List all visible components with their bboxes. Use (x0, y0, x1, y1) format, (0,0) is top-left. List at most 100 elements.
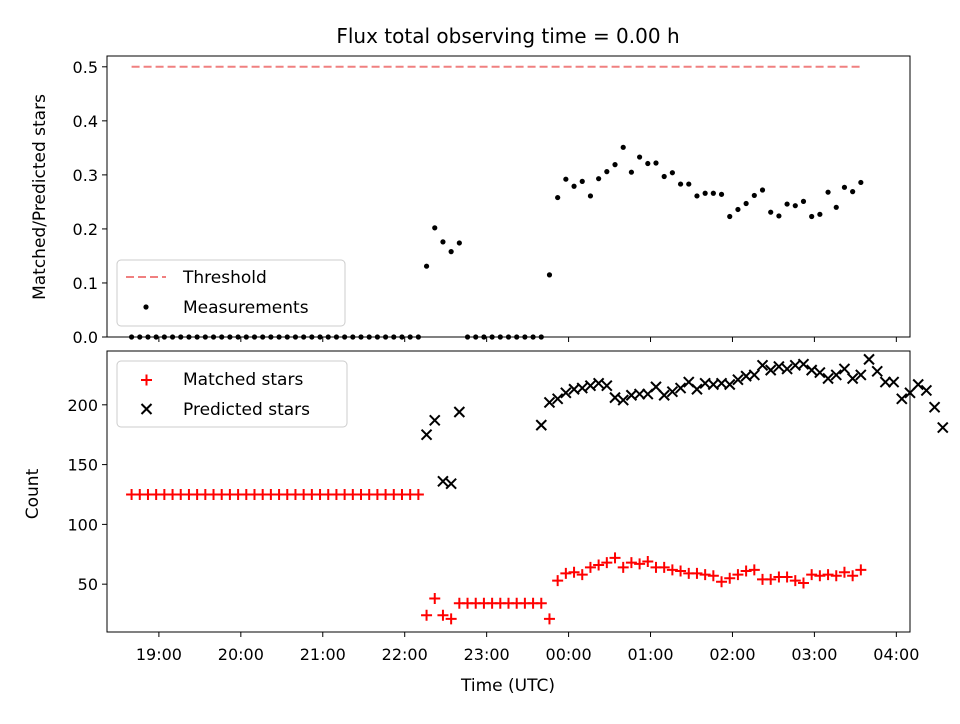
matched-star-point (781, 571, 793, 583)
matched-star-point (699, 569, 711, 581)
predicted-star-point (666, 385, 679, 398)
predicted-star-point (822, 372, 834, 385)
legend-predicted-label: Predicted stars (183, 400, 310, 420)
matched-star-point (445, 613, 457, 625)
measurement-point (686, 181, 692, 187)
measurement-point (858, 179, 864, 186)
predicted-star-point (920, 384, 933, 397)
matched-star-point (666, 564, 678, 576)
measurement-point (784, 201, 790, 207)
predicted-star-point (912, 378, 924, 391)
x-tick-label: 21:00 (300, 645, 346, 664)
x-tick-label: 04:00 (873, 645, 919, 664)
top-legend: Threshold Measurements (116, 259, 346, 327)
matched-star-point (429, 593, 441, 605)
matched-star-point (716, 576, 728, 588)
measurement-point (448, 249, 454, 255)
chart-title: Flux total observing time = 0.00 h (336, 24, 679, 48)
matched-star-point (421, 609, 433, 621)
x-tick-label: 01:00 (627, 645, 673, 664)
bottom-y-tick-label: 150 (67, 456, 98, 475)
bottom-y-tick-label: 50 (78, 575, 98, 594)
measurement-point (825, 189, 831, 195)
predicted-star-point (756, 359, 769, 372)
legend-box (116, 360, 348, 428)
predicted-star-point (592, 377, 605, 389)
x-tick-label: 00:00 (546, 645, 592, 664)
measurement-point (620, 144, 626, 150)
predicted-star-point (797, 358, 810, 370)
predicted-star-point (609, 391, 621, 404)
measurement-point (850, 189, 856, 195)
measurement-point (800, 198, 807, 204)
matched-star-point (838, 566, 850, 578)
legend-matched-swatch (141, 374, 152, 386)
top-y-tick-label: 0.0 (73, 328, 98, 347)
matched-star-point (560, 567, 572, 579)
predicted-star-point (724, 378, 736, 391)
matched-star-point (814, 570, 826, 582)
bottom-axes-frame (106, 350, 911, 633)
predicted-star-point (896, 393, 908, 405)
matched-star-point (437, 609, 449, 621)
x-tick-label: 20:00 (218, 645, 264, 664)
measurement-point (710, 190, 716, 196)
bottom-legend: Matched stars Predicted stars (116, 360, 348, 428)
matched-star-point (822, 569, 834, 581)
measurement-point (563, 176, 569, 182)
predicted-star-point (814, 366, 826, 379)
top-y-axis-label: Matched/Predicted stars (30, 94, 50, 300)
matched-star-point (707, 570, 719, 582)
bottom-y-tick-label: 100 (67, 515, 98, 534)
matched-star-point (584, 561, 596, 573)
measurement-point (792, 203, 798, 209)
predicted-star-point (429, 414, 441, 427)
predicted-star-point (830, 369, 842, 381)
predicted-star-point (846, 372, 859, 385)
measurement-point (751, 192, 757, 199)
matched-star-point (593, 559, 605, 571)
measurement-point (596, 176, 602, 182)
legend-box (116, 259, 346, 327)
measurement-point (628, 169, 635, 175)
legend-measurement-swatch (143, 304, 149, 310)
bottom-y-axis-label: Count (23, 468, 43, 519)
measurement-point (423, 263, 430, 269)
predicted-star-point (691, 383, 703, 395)
predicted-star-point (879, 376, 892, 388)
bottom-panel: 19:00 20:00 21:00 22:00 23:00 00:00 01:00 02:00… (67, 350, 949, 664)
predicted-star-point (658, 389, 670, 401)
top-y-tick-label: 0.5 (73, 58, 98, 77)
predicted-star-point (551, 393, 564, 405)
measurement-point (702, 190, 708, 196)
x-tick-label: 19:00 (136, 645, 182, 664)
measurement-point (817, 211, 823, 217)
matched-star-point (543, 613, 555, 625)
matched-star-point (634, 558, 646, 570)
measurement-point (768, 209, 774, 215)
measurement-point (653, 160, 659, 166)
predicted-star-point (928, 401, 941, 413)
measurement-point (440, 239, 446, 245)
predicted-star-point (576, 382, 588, 394)
x-tick-label: 03:00 (791, 645, 837, 664)
measurement-point (809, 213, 815, 220)
predicted-star-point (535, 419, 547, 431)
predicted-star-point (764, 364, 777, 376)
matched-star-point (568, 566, 580, 578)
matched-star-point (658, 561, 670, 573)
matched-star-point (412, 488, 424, 500)
bottom-y-tick-label: 200 (67, 396, 98, 415)
top-y-tick-label: 0.1 (73, 274, 98, 293)
measurement-point (833, 204, 839, 210)
matched-star-point (740, 565, 752, 577)
measurement-point (661, 173, 667, 180)
top-panel: 0.0 0.1 0.2 0.3 0.4 0.5 Threshold Measurements (73, 55, 911, 347)
predicted-star-point (437, 475, 449, 488)
predicted-star-point (871, 365, 883, 378)
matched-star-point (724, 572, 736, 584)
measurement-point (669, 170, 675, 176)
measurement-point (776, 213, 782, 219)
matched-star-point (609, 552, 621, 564)
